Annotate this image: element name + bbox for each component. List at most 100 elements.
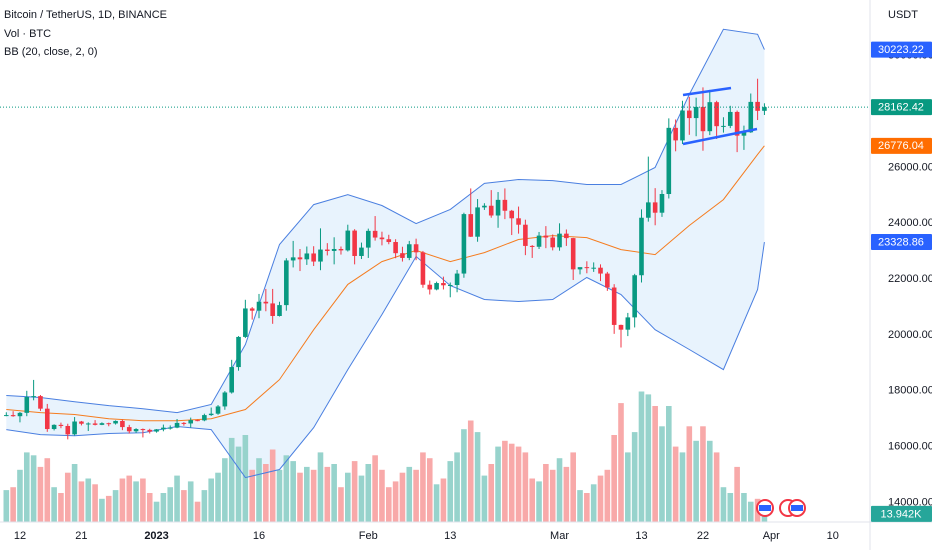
- chart-title: Bitcoin / TetherUS, 1D, BINANCE: [4, 9, 167, 21]
- candle-body: [734, 111, 740, 136]
- volume-bar: [208, 478, 214, 522]
- candle-body: [755, 101, 760, 111]
- candle-body: [243, 308, 248, 337]
- volume-bar: [618, 403, 624, 522]
- candle-body: [748, 101, 754, 133]
- y-tick-label: 20000.00: [888, 329, 932, 341]
- x-tick-label: Mar: [550, 530, 569, 542]
- volume-bar: [706, 440, 713, 522]
- candle-body: [659, 194, 665, 213]
- y-tick-label: 22000.00: [888, 273, 932, 285]
- candle-body: [605, 273, 610, 288]
- y-tick-label: 24000.00: [888, 217, 932, 229]
- candle-body: [693, 106, 699, 119]
- volume-bar: [112, 490, 119, 522]
- candle-body: [516, 218, 521, 225]
- volume-bar: [290, 461, 296, 522]
- volume-bar: [10, 487, 16, 522]
- volume-bar: [385, 487, 392, 522]
- candle-body: [454, 273, 460, 286]
- price-label-box: [871, 234, 932, 251]
- volume-bar: [160, 493, 167, 522]
- y-tick-label: 26000.00: [888, 161, 932, 173]
- candle-body: [495, 199, 501, 216]
- volume-bar: [577, 490, 583, 522]
- candle-body: [598, 267, 603, 274]
- candle-body: [222, 392, 228, 407]
- candle-body: [202, 415, 207, 421]
- candle-body: [174, 422, 180, 428]
- candle-body: [126, 427, 132, 432]
- volume-bar: [146, 493, 153, 522]
- candle-body: [229, 367, 234, 393]
- volume-bar: [747, 501, 754, 522]
- x-tick-label: 21: [75, 530, 87, 542]
- price-axis-bg: [870, 0, 932, 550]
- volume-bar: [58, 493, 64, 522]
- candle-body: [441, 283, 446, 286]
- candle-body: [577, 267, 583, 270]
- candle-body: [700, 106, 706, 132]
- candle-body: [420, 252, 426, 285]
- x-tick-label: 13: [444, 530, 456, 542]
- volume-bar: [536, 481, 542, 522]
- candle-body: [632, 275, 637, 318]
- candle-body: [666, 127, 672, 195]
- volume-label: 13.942K: [881, 508, 923, 520]
- volume-bar: [734, 466, 740, 522]
- bb-middle: [6, 145, 765, 422]
- candle-body: [687, 110, 692, 119]
- volume-bar: [700, 426, 706, 522]
- volume-legend: Vol · BTC: [4, 28, 51, 40]
- candle-body: [167, 427, 173, 429]
- volume-bar: [406, 466, 413, 522]
- y-tick-label: 14000.00: [888, 496, 932, 508]
- volume-bar: [345, 472, 351, 522]
- volume-bar: [631, 432, 638, 522]
- volume-bar: [167, 487, 174, 522]
- candle-body: [529, 245, 535, 247]
- candle-body: [256, 301, 262, 311]
- volume-bar: [17, 469, 23, 522]
- volume-bar: [467, 420, 474, 522]
- candle-body: [249, 308, 255, 311]
- volume-bar: [604, 469, 611, 522]
- volume-bar: [508, 443, 515, 522]
- volume-bar: [126, 475, 133, 522]
- volume-bar: [392, 481, 399, 522]
- volume-bar: [426, 458, 433, 522]
- candle-body: [406, 244, 412, 258]
- volume-bar: [502, 440, 508, 522]
- trendline-lower: [682, 127, 758, 146]
- candle-body: [618, 324, 624, 330]
- candle-body: [611, 287, 617, 325]
- candle-body: [24, 396, 30, 413]
- candle-body: [133, 429, 139, 432]
- candle-body: [215, 406, 221, 414]
- candle-layer: [4, 78, 767, 440]
- candle-body: [482, 205, 487, 208]
- bb-lower: [6, 242, 765, 479]
- overlay-layer: [0, 86, 870, 517]
- volume-bar: [543, 464, 549, 522]
- candle-body: [400, 253, 405, 258]
- volume-bar: [556, 458, 563, 522]
- volume-bar: [283, 455, 290, 522]
- trendline-upper: [682, 86, 732, 97]
- volume-bar: [679, 452, 686, 522]
- candle-body: [570, 238, 576, 270]
- candle-body: [236, 336, 241, 368]
- volume-bar: [269, 449, 276, 522]
- candle-body: [277, 305, 282, 316]
- volume-bar: [372, 455, 378, 522]
- price-label-box: [871, 137, 932, 154]
- candle-body: [10, 415, 16, 417]
- candle-body: [161, 427, 166, 430]
- candle-body: [393, 242, 398, 254]
- candle-body: [154, 429, 159, 432]
- volume-bar: [481, 475, 488, 522]
- volume-bar: [659, 426, 665, 522]
- volume-bar: [597, 475, 604, 522]
- volume-bar: [71, 464, 78, 522]
- volume-bar: [235, 446, 242, 522]
